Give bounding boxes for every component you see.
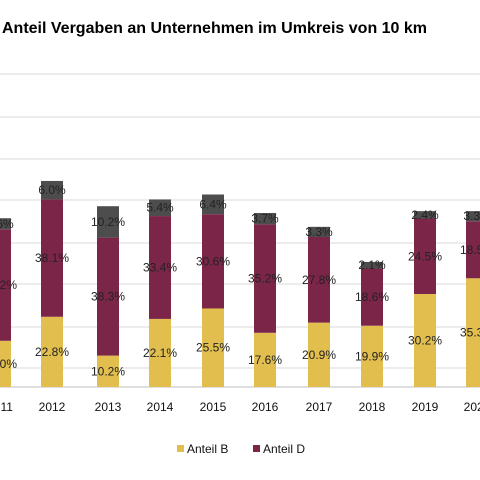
data-label: 25.5% — [196, 341, 230, 355]
x-tick-label: 2012 — [39, 400, 66, 414]
data-label: 38.3% — [91, 290, 125, 304]
data-label: 2.4% — [411, 208, 439, 222]
x-tick-label: 2016 — [252, 400, 279, 414]
chart-title: Anteil Vergaben an Unternehmen im Umkrei… — [2, 20, 428, 37]
bar-segment — [202, 308, 224, 387]
data-label: 18.6% — [355, 290, 389, 304]
x-tick-label: 2017 — [306, 400, 333, 414]
data-label: 6.4% — [199, 197, 227, 211]
bar-segment — [308, 322, 330, 387]
data-label: 24.5% — [408, 249, 442, 263]
data-label: 15.0% — [0, 357, 17, 371]
bar-segment — [97, 355, 119, 387]
bar-segment — [361, 325, 383, 387]
bar-segment — [41, 199, 63, 317]
legend-label: Anteil B — [187, 442, 228, 456]
bar-segment — [0, 218, 11, 230]
bar-segment — [254, 332, 276, 387]
data-label: 17.6% — [248, 353, 282, 367]
data-label: 27.8% — [302, 273, 336, 287]
bar-segment — [414, 211, 436, 219]
bar-segment — [254, 224, 276, 333]
data-label: 22.8% — [35, 345, 69, 359]
x-tick-label: 2011 — [0, 400, 13, 414]
data-label: 2.1% — [358, 258, 386, 272]
data-label: 30.2% — [408, 333, 442, 347]
data-label: 19.9% — [355, 349, 389, 363]
legend-swatch — [253, 445, 260, 452]
legend-swatch — [177, 445, 184, 452]
data-label: 10.2% — [91, 215, 125, 229]
bar-segment — [254, 212, 276, 225]
x-tick-label: 2018 — [359, 400, 386, 414]
data-label: 35.3% — [460, 326, 480, 340]
data-label: 18.5% — [460, 243, 480, 257]
bar-segment — [361, 261, 383, 269]
data-label: 3.3% — [463, 209, 480, 223]
data-label: 35.2% — [248, 272, 282, 286]
data-label: 33.4% — [143, 260, 177, 274]
x-tick-label: 2020 — [464, 400, 480, 414]
bar-segment — [466, 221, 480, 279]
bar-segment — [149, 199, 171, 217]
data-label: 3.7% — [251, 212, 279, 226]
data-label: 20.9% — [302, 348, 336, 362]
bar-segment — [414, 218, 436, 294]
bar-segment — [41, 316, 63, 387]
bar-segment — [202, 194, 224, 215]
data-label: 22.1% — [143, 346, 177, 360]
x-tick-label: 2019 — [412, 400, 439, 414]
data-label: 38.1% — [35, 251, 69, 265]
bar-segment — [202, 214, 224, 309]
bar-segment — [149, 318, 171, 387]
data-label: 3.3% — [305, 225, 333, 239]
bar-segment — [466, 278, 480, 387]
x-tick-label: 2015 — [200, 400, 227, 414]
data-label: 5.4% — [146, 201, 174, 215]
bar-segment — [0, 340, 11, 387]
bar-segment — [414, 293, 436, 387]
bar-segment — [361, 268, 383, 326]
data-label: 30.6% — [196, 254, 230, 268]
data-label: 36.2% — [0, 278, 17, 292]
bar-segment — [41, 180, 63, 200]
bar-segment — [308, 237, 330, 323]
data-label: 3.6% — [0, 217, 14, 231]
bar-segment — [466, 211, 480, 222]
bar-segment — [149, 216, 171, 319]
legend-label: Anteil D — [263, 442, 305, 456]
bar-segment — [0, 229, 11, 341]
x-tick-label: 2014 — [147, 400, 174, 414]
data-label: 10.2% — [91, 364, 125, 378]
x-tick-label: 2013 — [95, 400, 122, 414]
bar-segment — [97, 206, 119, 238]
bar-segment — [308, 226, 330, 238]
bar-segment — [97, 237, 119, 356]
data-label: 6.0% — [38, 183, 66, 197]
